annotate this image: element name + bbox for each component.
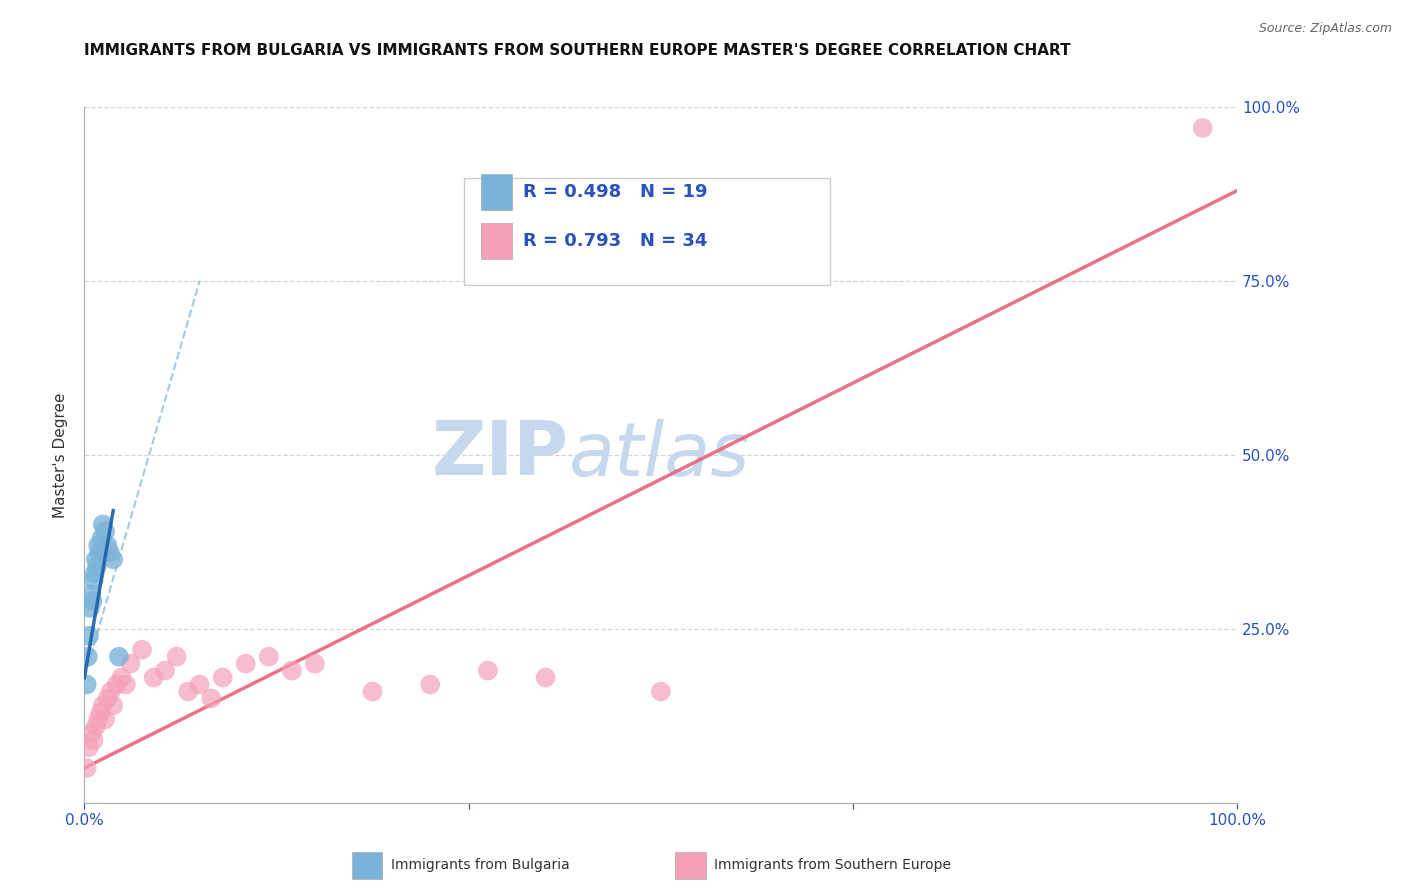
Point xyxy=(142,671,165,685)
Point xyxy=(86,559,108,574)
Point xyxy=(166,649,188,664)
Point xyxy=(80,726,103,740)
Point xyxy=(87,538,110,552)
Point xyxy=(650,684,672,698)
Point xyxy=(82,594,104,608)
Point xyxy=(120,657,142,671)
Text: R = 0.793   N = 34: R = 0.793 N = 34 xyxy=(523,232,707,250)
Point xyxy=(89,706,111,720)
Text: IMMIGRANTS FROM BULGARIA VS IMMIGRANTS FROM SOUTHERN EUROPE MASTER'S DEGREE CORR: IMMIGRANTS FROM BULGARIA VS IMMIGRANTS F… xyxy=(84,43,1071,58)
Point xyxy=(200,691,222,706)
Point xyxy=(89,545,111,559)
Point xyxy=(281,664,304,678)
Point xyxy=(98,545,121,559)
Point xyxy=(91,517,114,532)
Point xyxy=(211,671,233,685)
Point xyxy=(77,740,100,755)
Point xyxy=(103,698,125,713)
Point xyxy=(84,719,107,733)
Point xyxy=(94,712,117,726)
Point xyxy=(361,684,384,698)
Point xyxy=(79,601,101,615)
Point xyxy=(100,684,122,698)
Point xyxy=(188,677,211,691)
Point xyxy=(153,664,176,678)
Point xyxy=(105,677,128,691)
Point xyxy=(80,587,103,601)
Point xyxy=(534,671,557,685)
Point xyxy=(76,649,98,664)
Point xyxy=(76,677,98,691)
Point xyxy=(103,552,125,566)
Point xyxy=(177,684,200,698)
Point xyxy=(84,552,107,566)
Point xyxy=(419,677,441,691)
Text: Source: ZipAtlas.com: Source: ZipAtlas.com xyxy=(1258,22,1392,36)
Text: ZIP: ZIP xyxy=(432,418,568,491)
Y-axis label: Master's Degree: Master's Degree xyxy=(53,392,69,517)
Text: Immigrants from Southern Europe: Immigrants from Southern Europe xyxy=(714,858,952,872)
Point xyxy=(1191,120,1213,135)
Point xyxy=(96,538,118,552)
Point xyxy=(131,642,153,657)
Point xyxy=(477,664,499,678)
Point xyxy=(115,677,138,691)
Point xyxy=(91,698,114,713)
Point xyxy=(83,573,105,587)
Text: Immigrants from Bulgaria: Immigrants from Bulgaria xyxy=(391,858,569,872)
Point xyxy=(83,566,105,581)
Point xyxy=(235,657,257,671)
Point xyxy=(108,649,131,664)
Point xyxy=(110,671,132,685)
Point xyxy=(304,657,326,671)
Point xyxy=(90,532,112,546)
Point xyxy=(77,629,100,643)
Point xyxy=(257,649,280,664)
Point xyxy=(96,691,118,706)
Text: R = 0.498   N = 19: R = 0.498 N = 19 xyxy=(523,183,707,201)
Point xyxy=(83,733,105,747)
Point xyxy=(87,712,110,726)
Text: atlas: atlas xyxy=(568,419,749,491)
Point xyxy=(76,761,98,775)
Point xyxy=(94,524,117,539)
